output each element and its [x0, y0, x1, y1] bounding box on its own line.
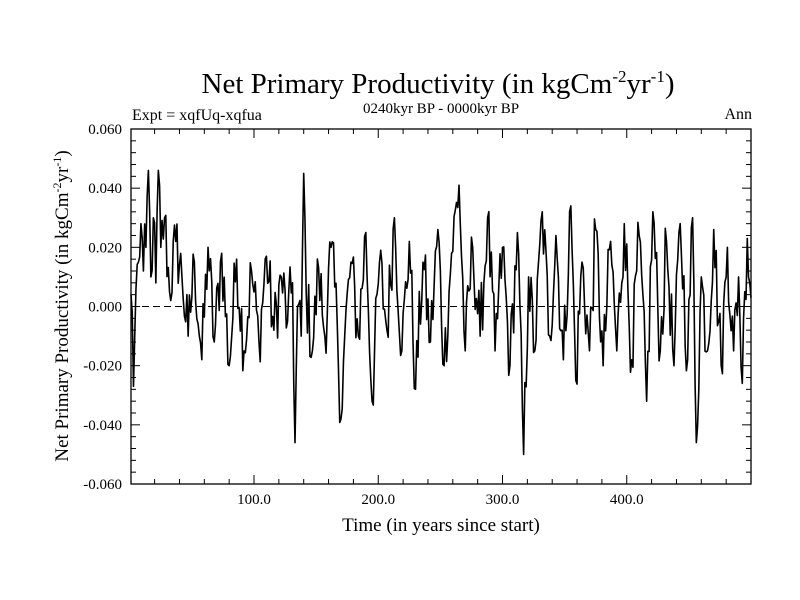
y-tick-label: 0.040: [88, 181, 122, 197]
y-tick-label: -0.020: [83, 359, 122, 375]
axis-tick-labels: 100.0 200.0 300.0 400.0 -0.060 -0.040 -0.020 0.…: [83, 122, 643, 508]
npp-series-line: [130, 169, 752, 456]
y-tick-label: -0.060: [83, 477, 122, 493]
x-tick-label: 100.0: [237, 492, 271, 508]
chart-subtitle: 0240kyr BP - 0000kyr BP: [363, 101, 519, 117]
chart-title: Net Primary Productivity (in kgCm-2yr-1): [202, 67, 675, 100]
plot-area: 100.0 200.0 300.0 400.0 -0.060 -0.040 -0.020 0.…: [83, 122, 752, 508]
y-tick-label: 0.060: [88, 122, 122, 138]
x-tick-label: 300.0: [486, 492, 520, 508]
x-tick-label: 200.0: [361, 492, 395, 508]
y-tick-label: 0.000: [88, 300, 122, 316]
x-tick-label: 400.0: [610, 492, 644, 508]
season-label: Ann: [724, 106, 752, 123]
y-tick-label: -0.040: [83, 418, 122, 434]
y-axis-label: Net Primary Productivity (in kgCm-2yr-1): [50, 150, 73, 461]
plot-frame: [130, 128, 752, 485]
x-axis-label: Time (in years since start): [342, 515, 540, 536]
expt-label: Expt = xqfUq-xqfua: [132, 107, 262, 124]
y-tick-label: 0.020: [88, 240, 122, 256]
